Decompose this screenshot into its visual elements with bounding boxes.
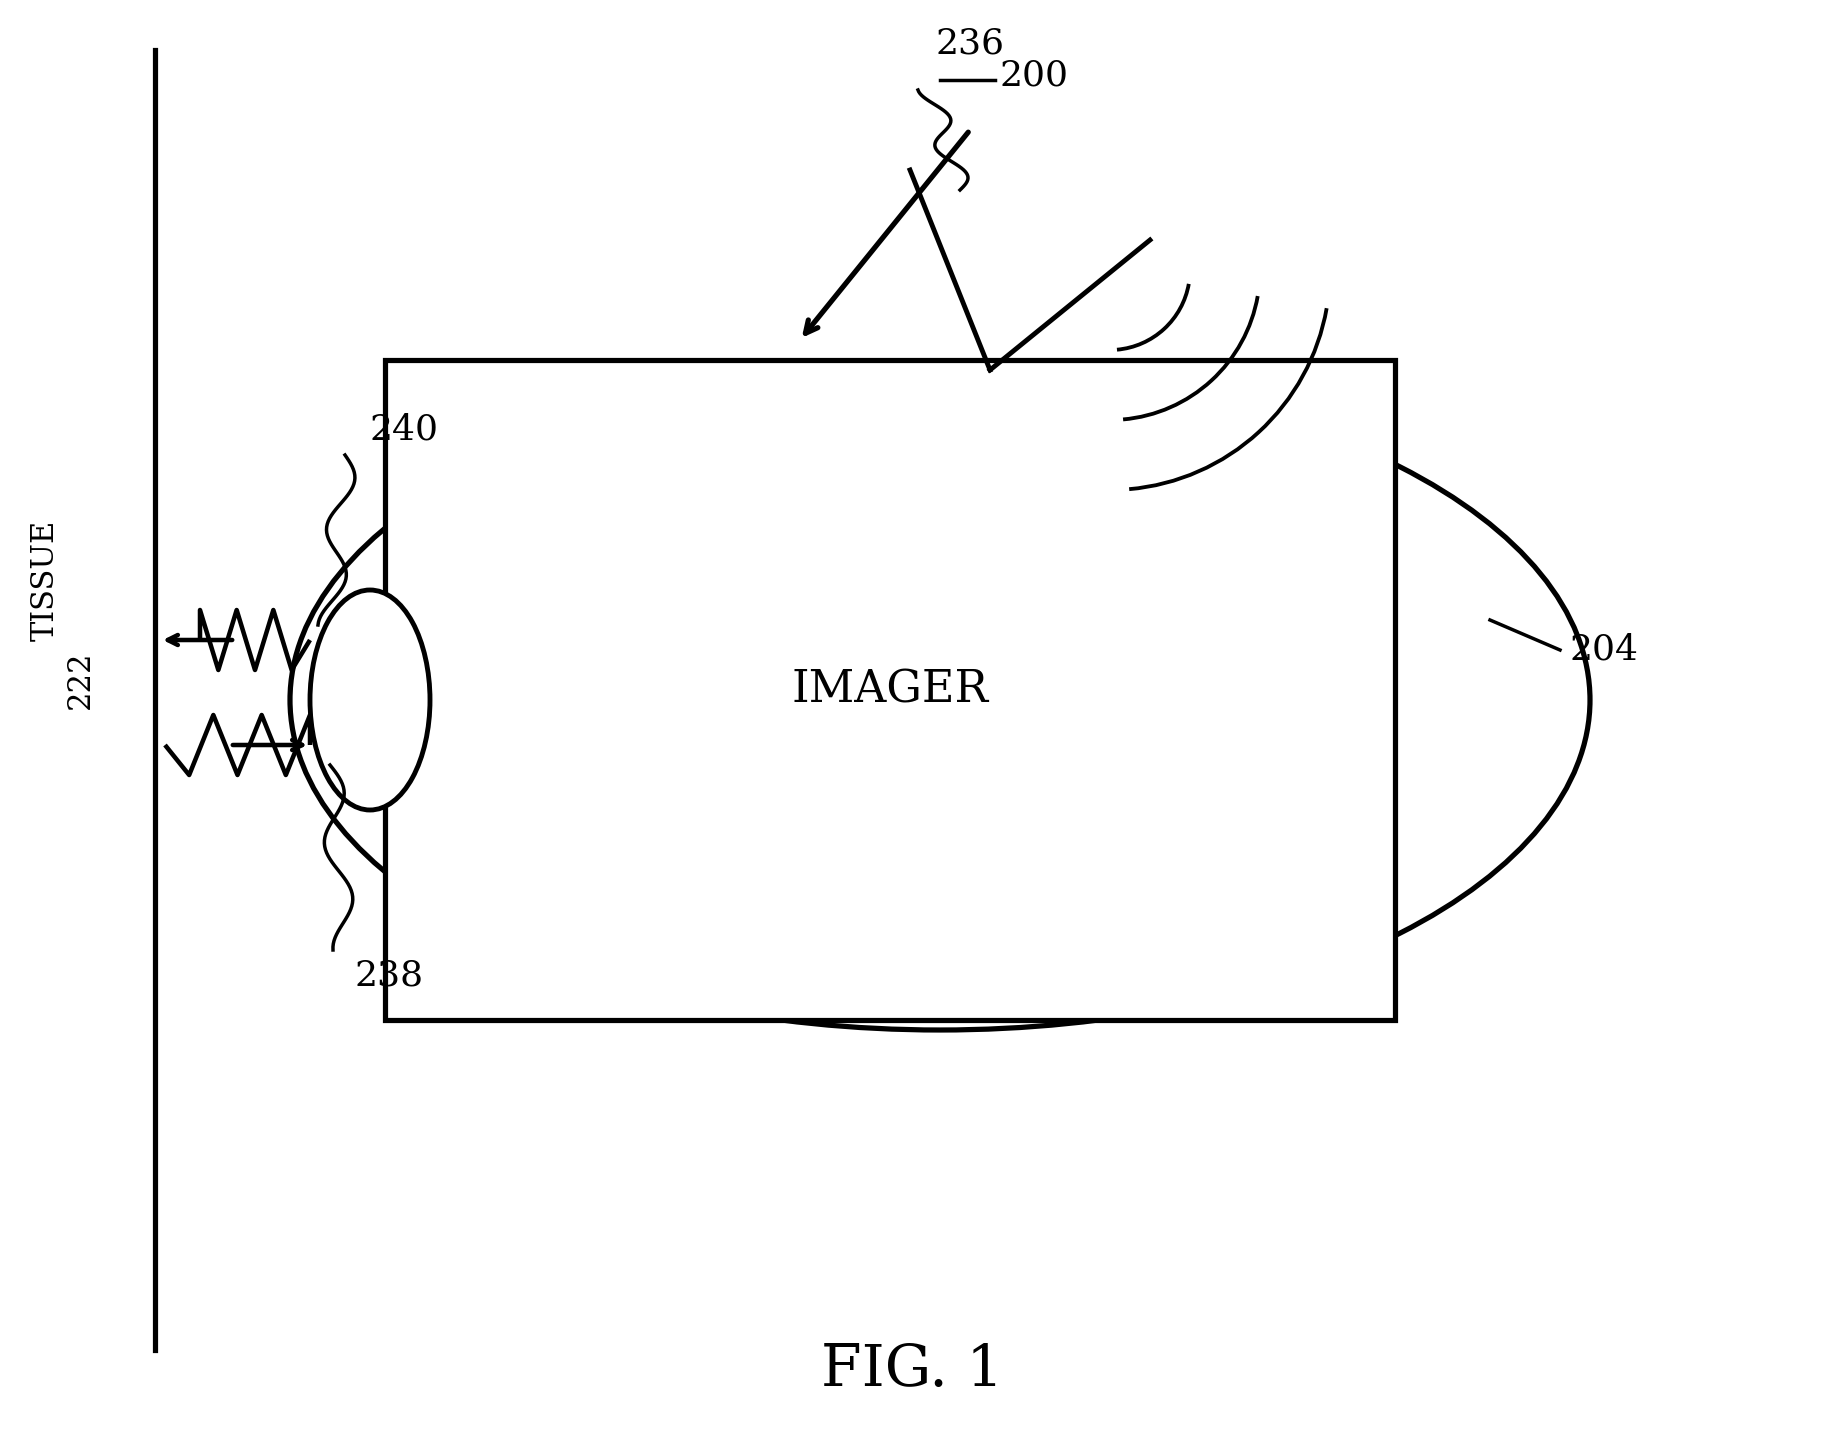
Ellipse shape	[310, 591, 431, 810]
Text: 240: 240	[370, 414, 440, 447]
Text: 222: 222	[64, 650, 95, 710]
Text: FIG. 1: FIG. 1	[821, 1342, 1004, 1397]
Bar	[385, 360, 1394, 1020]
Text: 204: 204	[1570, 633, 1639, 667]
Text: 200: 200	[1000, 58, 1069, 91]
Text: TISSUE: TISSUE	[29, 519, 60, 641]
Text: 236: 236	[936, 26, 1004, 59]
Text: IMAGER: IMAGER	[792, 669, 989, 711]
Text: 238: 238	[356, 958, 423, 992]
